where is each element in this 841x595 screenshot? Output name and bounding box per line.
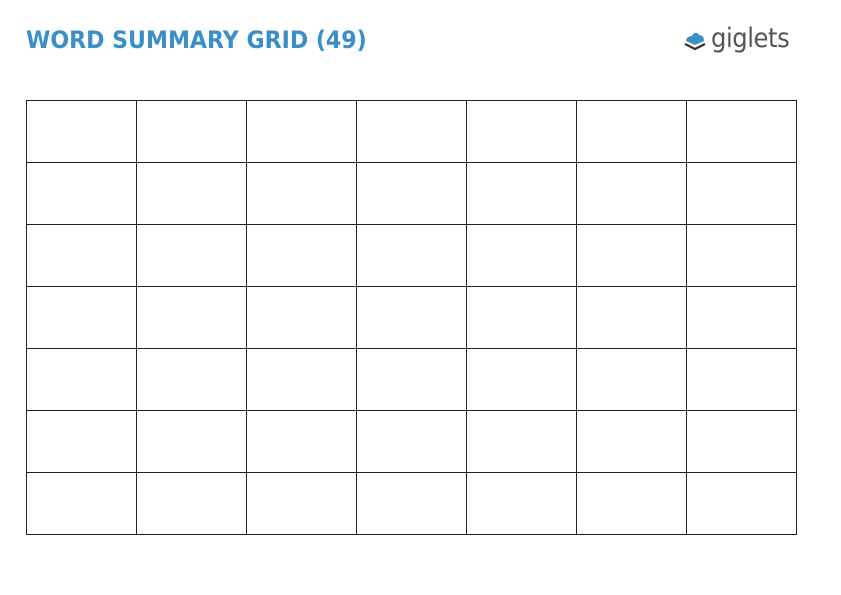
grid-cell[interactable]: [356, 100, 467, 163]
grid-cell[interactable]: [136, 224, 247, 287]
grid-cell[interactable]: [356, 224, 467, 287]
grid-cell[interactable]: [356, 410, 467, 473]
grid-row: [26, 410, 797, 473]
grid-cell[interactable]: [246, 472, 357, 535]
grid-cell[interactable]: [686, 472, 797, 535]
grid-cell[interactable]: [466, 286, 577, 349]
grid-cell[interactable]: [576, 348, 687, 411]
grid-cell[interactable]: [686, 224, 797, 287]
grid-cell[interactable]: [246, 348, 357, 411]
page-title: WORD SUMMARY GRID (49): [26, 26, 367, 54]
giglets-logo: giglets: [683, 23, 798, 54]
grid-cell[interactable]: [246, 100, 357, 163]
grid-cell[interactable]: [686, 348, 797, 411]
word-summary-grid: [26, 100, 797, 535]
grid-row: [26, 472, 797, 535]
grid-row: [26, 100, 797, 163]
grid-cell[interactable]: [686, 100, 797, 163]
grid-cell[interactable]: [26, 100, 137, 163]
grid-cell[interactable]: [26, 348, 137, 411]
grid-cell[interactable]: [356, 348, 467, 411]
grid-cell[interactable]: [466, 348, 577, 411]
grid-cell[interactable]: [466, 472, 577, 535]
grid-cell[interactable]: [686, 162, 797, 225]
grid-cell[interactable]: [246, 162, 357, 225]
grid-cell[interactable]: [136, 286, 247, 349]
grid-cell[interactable]: [466, 224, 577, 287]
grid-cell[interactable]: [246, 224, 357, 287]
grid-cell[interactable]: [576, 162, 687, 225]
grid-cell[interactable]: [26, 286, 137, 349]
grid-row: [26, 348, 797, 411]
grid-row: [26, 286, 797, 349]
grid-cell[interactable]: [136, 162, 247, 225]
grid-cell[interactable]: [466, 410, 577, 473]
grid-cell[interactable]: [576, 224, 687, 287]
grid-cell[interactable]: [356, 286, 467, 349]
grid-cell[interactable]: [466, 100, 577, 163]
grid-cell[interactable]: [356, 162, 467, 225]
grid-cell[interactable]: [356, 472, 467, 535]
grid-cell[interactable]: [686, 286, 797, 349]
grid-cell[interactable]: [26, 224, 137, 287]
giglets-logo-icon: [684, 32, 706, 50]
grid-cell[interactable]: [136, 348, 247, 411]
grid-cell[interactable]: [26, 410, 137, 473]
grid-cell[interactable]: [576, 286, 687, 349]
grid-cell[interactable]: [576, 410, 687, 473]
grid-row: [26, 224, 797, 287]
grid-cell[interactable]: [136, 472, 247, 535]
grid-cell[interactable]: [26, 162, 137, 225]
grid-cell[interactable]: [136, 100, 247, 163]
grid-cell[interactable]: [576, 472, 687, 535]
logo-text: giglets: [711, 23, 790, 54]
grid-cell[interactable]: [26, 472, 137, 535]
grid-cell[interactable]: [136, 410, 247, 473]
grid-cell[interactable]: [246, 410, 357, 473]
grid-row: [26, 162, 797, 225]
grid-cell[interactable]: [246, 286, 357, 349]
grid-cell[interactable]: [686, 410, 797, 473]
grid-cell[interactable]: [576, 100, 687, 163]
grid-cell[interactable]: [466, 162, 577, 225]
